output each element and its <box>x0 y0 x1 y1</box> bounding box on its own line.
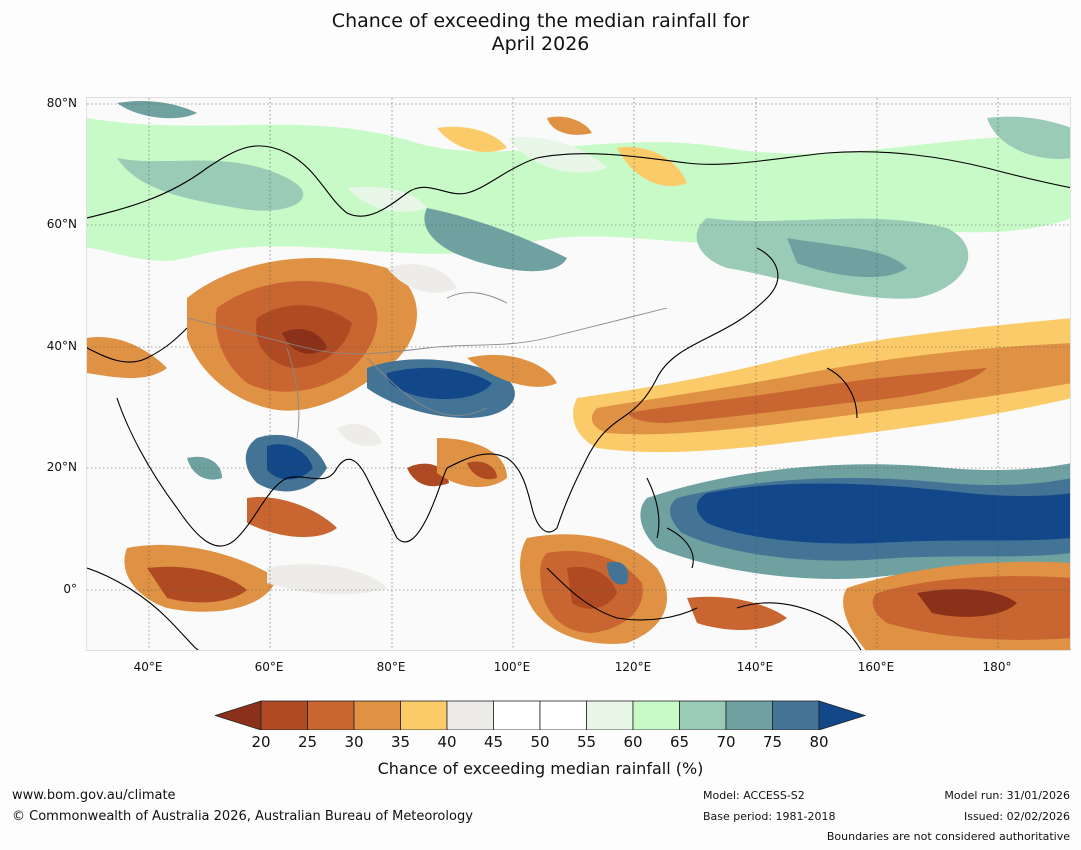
colorbar-tick-45: 45 <box>483 733 504 751</box>
colorbar-segment-35-40 <box>400 700 448 730</box>
colorbar-segment-30-35 <box>353 700 401 730</box>
colorbar <box>215 700 867 730</box>
model-name: Model: ACCESS-S2 <box>703 789 805 802</box>
colorbar-tick-70: 70 <box>716 733 736 751</box>
title-line-2: April 2026 <box>491 33 590 55</box>
lon-label-180: 180° <box>982 660 1012 674</box>
base-period: Base period: 1981-2018 <box>703 810 836 823</box>
colorbar-tick-60: 60 <box>623 733 643 751</box>
colorbar-tick-65: 65 <box>669 733 690 751</box>
colorbar-tick-80: 80 <box>809 733 829 751</box>
colorbar-tick-75: 75 <box>762 733 783 751</box>
colorbar-segment-60-65 <box>632 700 680 730</box>
lon-label-80e: 80°E <box>376 660 406 674</box>
map-gridlines <box>87 98 1070 650</box>
coastlines <box>87 145 1070 650</box>
issued-date: Issued: 02/02/2026 <box>963 810 1070 823</box>
colorbar-tick-30: 30 <box>344 733 364 751</box>
colorbar-segment-70-75 <box>725 700 773 730</box>
chart-title: Chance of exceeding the median rainfall … <box>0 10 1081 56</box>
lon-label-60e: 60°E <box>254 660 284 674</box>
colorbar-segment-65-70 <box>679 700 727 730</box>
lat-label-40n: 40°N <box>46 339 77 353</box>
lat-label-80n: 80°N <box>46 96 77 110</box>
lat-label-60n: 60°N <box>46 217 77 231</box>
colorbar-segment-25-30 <box>307 700 355 730</box>
model-run-date: Model run: 31/01/2026 <box>944 789 1070 802</box>
map-canvas <box>87 98 1070 650</box>
copyright-text: © Commonwealth of Australia 2026, Austra… <box>12 809 473 824</box>
rainfall-map <box>86 97 1071 651</box>
lon-label-140e: 140°E <box>736 660 774 674</box>
colorbar-tick-50: 50 <box>530 733 550 751</box>
boundaries-disclaimer: Boundaries are not considered authoritat… <box>826 830 1070 843</box>
colorbar-segment-20-25 <box>260 700 308 730</box>
lon-label-100e: 100°E <box>493 660 531 674</box>
colorbar-tick-35: 35 <box>390 733 411 751</box>
colorbar-segment-75-80 <box>772 700 820 730</box>
colorbar-tick-40: 40 <box>437 733 457 751</box>
colorbar-segment-45-50 <box>493 700 541 730</box>
website-link[interactable]: www.bom.gov.au/climate <box>12 788 176 803</box>
colorbar-segment-40-45 <box>446 700 494 730</box>
country-borders <box>186 292 668 439</box>
lon-label-120e: 120°E <box>614 660 652 674</box>
lon-label-40e: 40°E <box>133 660 163 674</box>
lat-label-20n: 20°N <box>46 460 77 474</box>
title-line-1: Chance of exceeding the median rainfall … <box>331 10 750 32</box>
lon-label-160e: 160°E <box>857 660 895 674</box>
colorbar-tick-55: 55 <box>576 733 597 751</box>
colorbar-tick-25: 25 <box>297 733 318 751</box>
colorbar-tick-20: 20 <box>251 733 271 751</box>
colorbar-segment-55-60 <box>586 700 634 730</box>
colorbar-extend-low <box>215 700 262 730</box>
colorbar-label: Chance of exceeding median rainfall (%) <box>377 759 704 778</box>
lat-label-equator: 0° <box>63 582 77 596</box>
colorbar-extend-high <box>818 700 867 730</box>
colorbar-segment-50-55 <box>539 700 587 730</box>
